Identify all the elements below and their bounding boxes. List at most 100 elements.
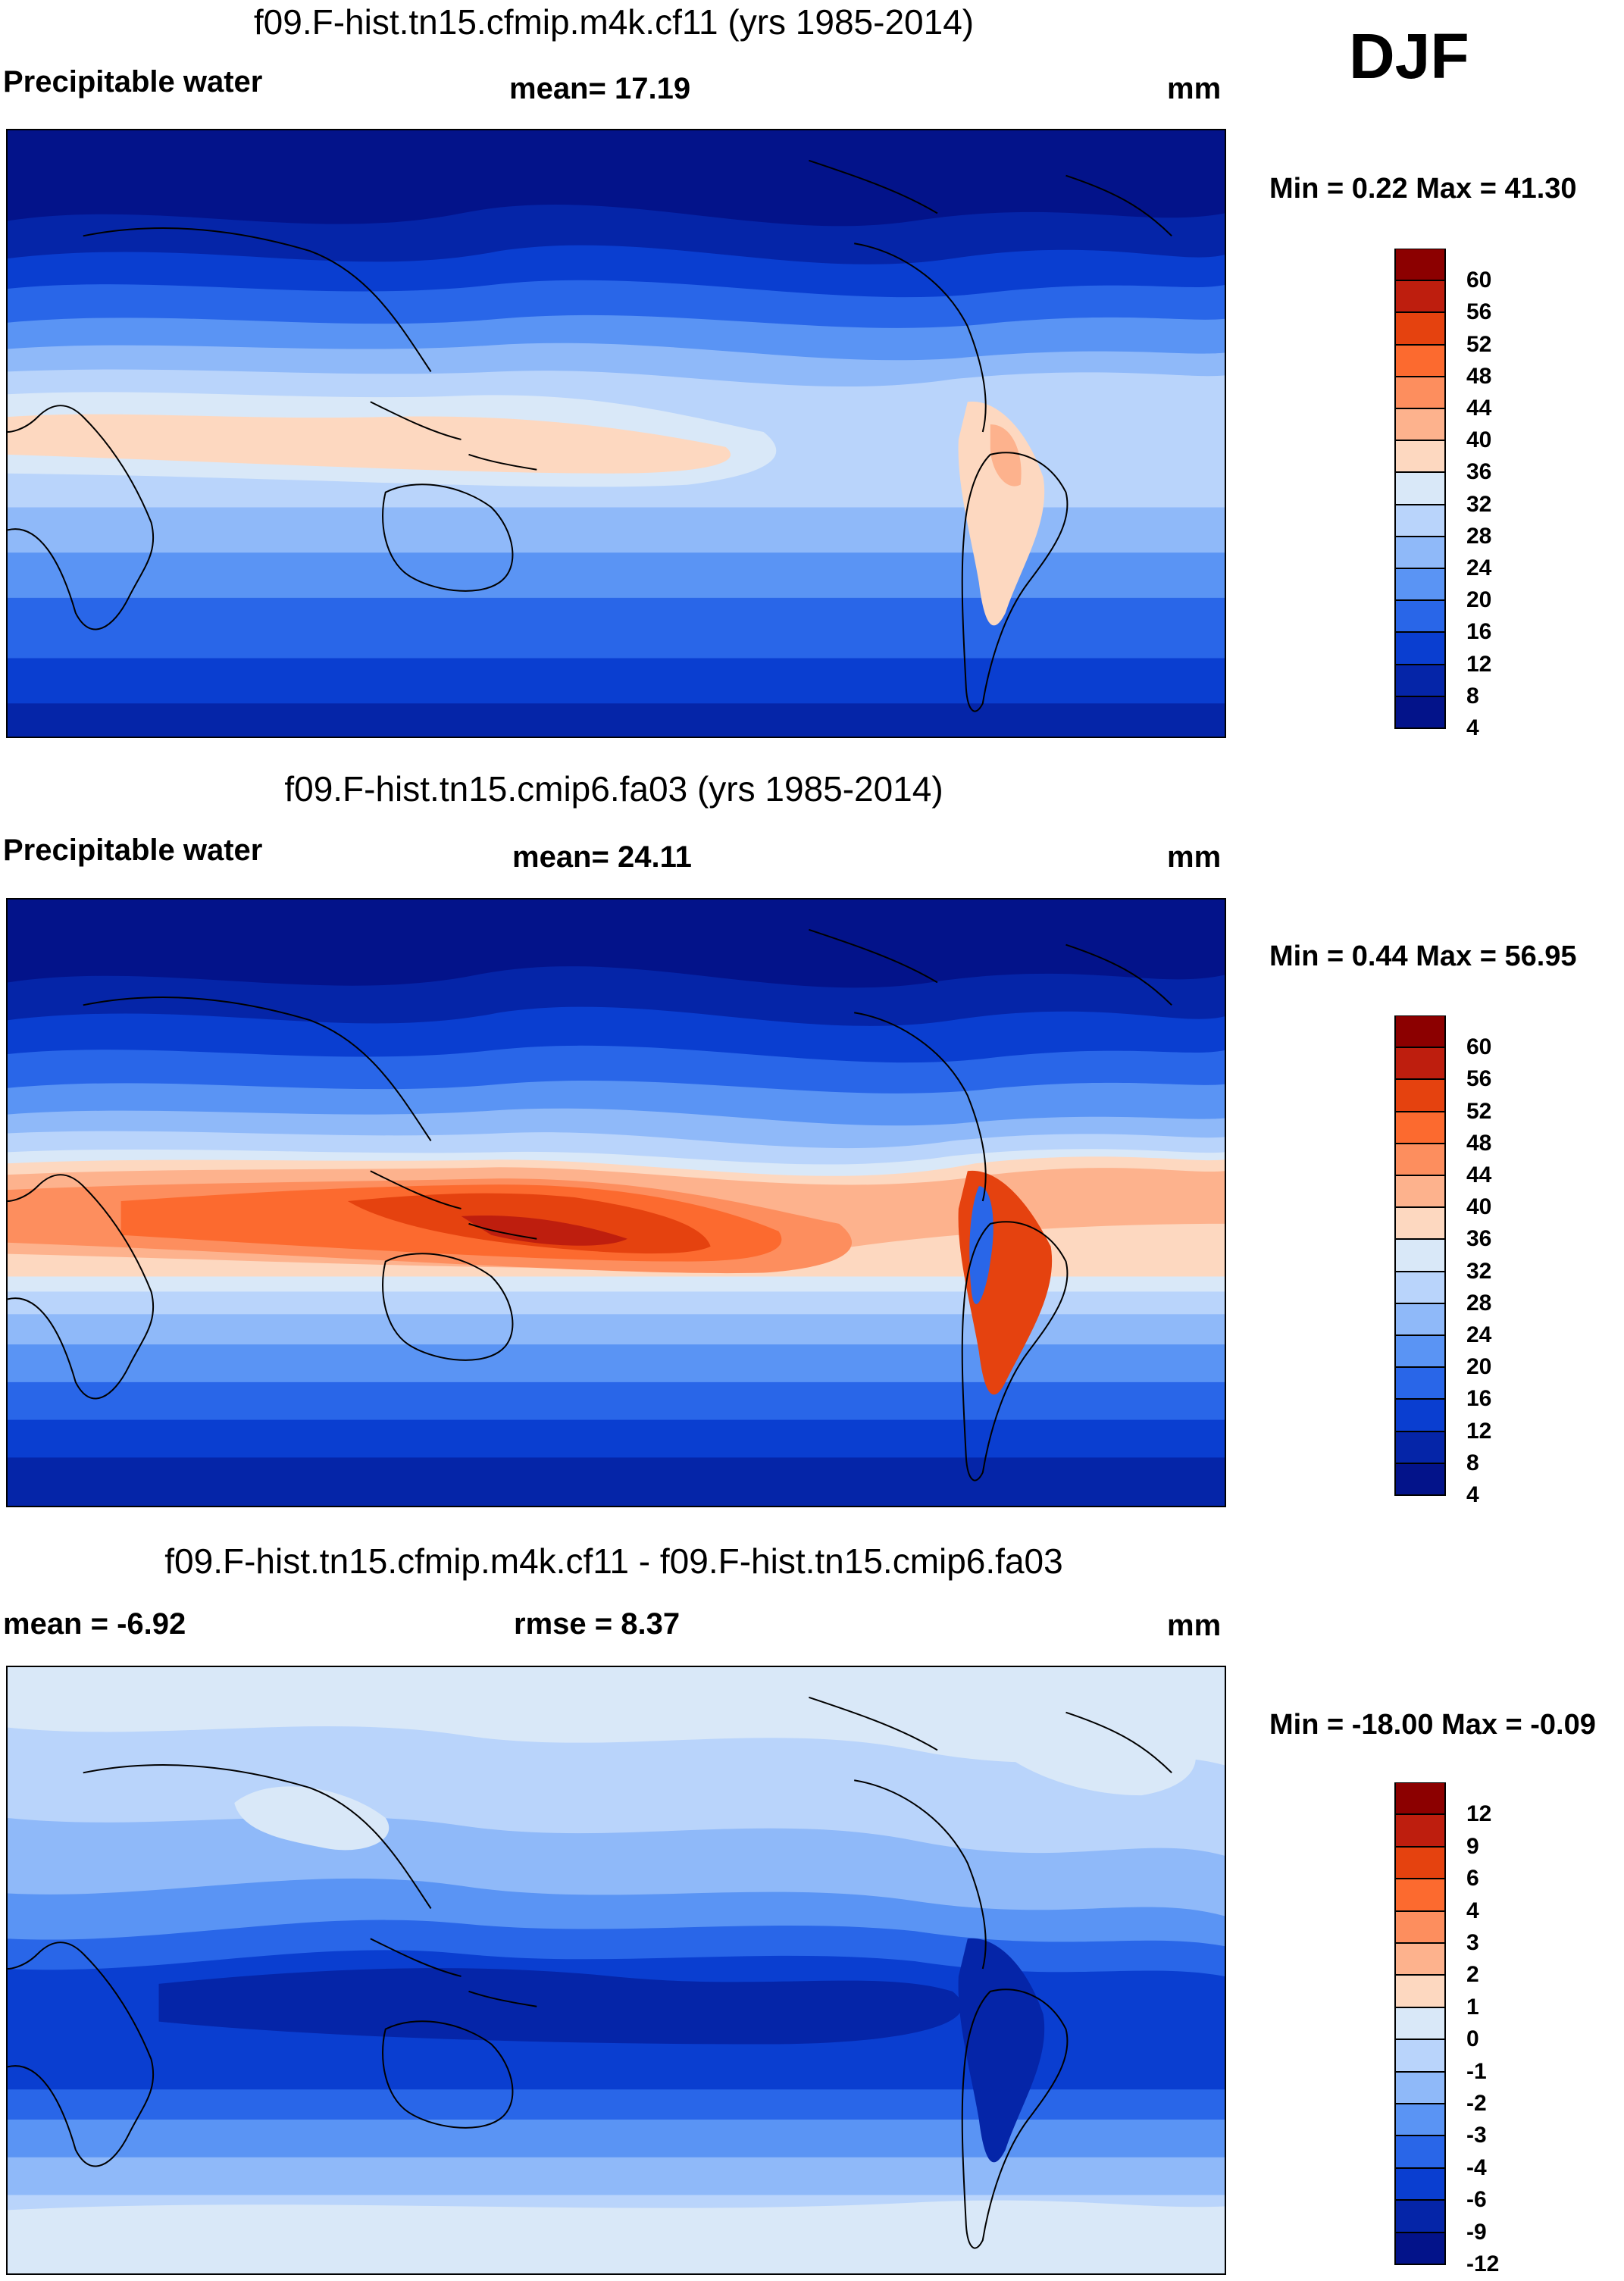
colorbar-swatch — [1394, 2007, 1446, 2041]
colorbar-tick-label: 12 — [1466, 651, 1492, 677]
colorbar-swatch — [1394, 1910, 1446, 1944]
colorbar-swatch — [1394, 312, 1446, 346]
panel-1-title: f09.F-hist.tn15.cfmip.m4k.cf11 (yrs 1985… — [253, 2, 975, 42]
colorbar-tick-label: -4 — [1466, 2154, 1487, 2180]
panel-3-colorbar: 12 9 6 4 3 2 1 0 -1 -2 -3 -4 -6 -9 -12 — [1394, 1782, 1499, 2276]
panel-1-minmax: Min = 0.22 Max = 41.30 — [1269, 173, 1577, 205]
colorbar-swatch — [1394, 1399, 1446, 1432]
panel-2-title: f09.F-hist.tn15.cmip6.fa03 (yrs 1985-201… — [284, 769, 943, 809]
colorbar-tick-label: 8 — [1466, 1450, 1479, 1475]
panel-3-units-label: mm — [1167, 1609, 1222, 1642]
panel-2-map-svg — [8, 900, 1225, 1506]
season-label: DJF — [1349, 20, 1469, 92]
colorbar-swatch — [1394, 1975, 1446, 2008]
colorbar-swatch — [1394, 376, 1446, 409]
panel-2-minmax: Min = 0.44 Max = 56.95 — [1269, 940, 1577, 972]
colorbar-swatch — [1394, 2104, 1446, 2137]
colorbar-swatch — [1394, 600, 1446, 634]
colorbar-tick-label: 20 — [1466, 1354, 1492, 1380]
colorbar-tick-label: 12 — [1466, 1418, 1492, 1444]
colorbar-tick-label: 9 — [1466, 1833, 1479, 1859]
colorbar-tick-label: 8 — [1466, 683, 1479, 709]
colorbar-tick-label: 2 — [1466, 1962, 1479, 1988]
colorbar-swatch — [1394, 1143, 1446, 1176]
colorbar-tick-label: 16 — [1466, 1386, 1492, 1412]
colorbar-swatch — [1394, 1335, 1446, 1369]
panel-1-colorbar: 60 56 52 48 44 40 36 32 28 24 20 16 12 8 4 — [1394, 249, 1491, 740]
colorbar-tick-label: -12 — [1466, 2251, 1500, 2276]
panel-2-mean-label: mean= 24.11 — [512, 840, 692, 874]
colorbar-tick-label: 0 — [1466, 2026, 1479, 2052]
colorbar-swatch — [1394, 1367, 1446, 1400]
colorbar-tick-label: 36 — [1466, 1226, 1492, 1252]
colorbar-tick-label: 4 — [1466, 715, 1479, 740]
colorbar-swatch — [1394, 1047, 1446, 1081]
panel-2-variable-label: Precipitable water — [3, 834, 263, 867]
colorbar-swatch — [1394, 536, 1446, 569]
colorbar-swatch — [1394, 1943, 1446, 1976]
colorbar-swatch — [1394, 664, 1446, 697]
colorbar-tick-label: 12 — [1466, 1801, 1492, 1827]
panel-1-variable-label: Precipitable water — [3, 65, 263, 99]
colorbar-swatch — [1394, 1814, 1446, 1848]
panel-3-mean-label: mean = -6.92 — [3, 1607, 186, 1641]
colorbar-swatch — [1394, 280, 1446, 314]
colorbar-tick-label: -9 — [1466, 2219, 1487, 2245]
colorbar-tick-label: 52 — [1466, 1098, 1492, 1124]
colorbar-swatch — [1394, 249, 1446, 282]
panel-3-rmse-label: rmse = 8.37 — [514, 1607, 681, 1641]
colorbar-swatch — [1394, 2232, 1446, 2265]
colorbar-tick-label: -3 — [1466, 2123, 1487, 2148]
colorbar-tick-label: 16 — [1466, 619, 1492, 645]
colorbar-swatch — [1394, 504, 1446, 537]
colorbar-tick-label: 24 — [1466, 555, 1492, 580]
colorbar-tick-label: 56 — [1466, 1066, 1492, 1092]
colorbar-tick-label: 24 — [1466, 1322, 1492, 1347]
colorbar-swatch — [1394, 440, 1446, 474]
colorbar-tick-label: 56 — [1466, 299, 1492, 325]
colorbar-swatch — [1394, 472, 1446, 505]
colorbar-tick-label: 48 — [1466, 1130, 1492, 1156]
panel-2-colorbar: 60 56 52 48 44 40 36 32 28 24 20 16 12 8 4 — [1394, 1015, 1491, 1507]
panel-2-units-label: mm — [1167, 840, 1222, 874]
colorbar-tick-label: 40 — [1466, 427, 1492, 453]
colorbar-swatch — [1394, 1207, 1446, 1241]
panel-3-map-svg — [8, 1667, 1225, 2273]
colorbar-swatch — [1394, 408, 1446, 442]
colorbar-swatch — [1394, 696, 1446, 729]
colorbar-tick-label: 44 — [1466, 1162, 1492, 1187]
colorbar-swatch — [1394, 1239, 1446, 1272]
panel-1-units-label: mm — [1167, 72, 1222, 105]
colorbar-swatch — [1394, 2200, 1446, 2233]
colorbar-swatch — [1394, 1846, 1446, 1880]
panel-2-map — [6, 898, 1226, 1507]
colorbar-swatch — [1394, 2071, 1446, 2104]
colorbar-swatch — [1394, 632, 1446, 665]
colorbar-tick-label: 60 — [1466, 268, 1492, 293]
panel-3-minmax: Min = -18.00 Max = -0.09 — [1269, 1709, 1596, 1741]
colorbar-tick-label: 52 — [1466, 331, 1492, 357]
colorbar-tick-label: 32 — [1466, 1258, 1492, 1284]
panel-3-title: f09.F-hist.tn15.cfmip.m4k.cf11 - f09.F-h… — [164, 1541, 1063, 1581]
colorbar-tick-label: 40 — [1466, 1194, 1492, 1220]
colorbar-tick-label: 6 — [1466, 1866, 1479, 1891]
colorbar-tick-label: 4 — [1466, 1482, 1479, 1507]
colorbar-swatch — [1394, 1463, 1446, 1496]
colorbar-tick-label: -1 — [1466, 2058, 1487, 2084]
colorbar-swatch — [1394, 1431, 1446, 1464]
colorbar-swatch — [1394, 2167, 1446, 2201]
colorbar-swatch — [1394, 1175, 1446, 1209]
colorbar-swatch — [1394, 2039, 1446, 2073]
colorbar-tick-label: -6 — [1466, 2187, 1487, 2213]
colorbar-swatch — [1394, 1079, 1446, 1112]
colorbar-swatch — [1394, 2136, 1446, 2169]
colorbar-swatch — [1394, 344, 1446, 377]
colorbar-tick-label: 3 — [1466, 1930, 1479, 1955]
colorbar-tick-label: 28 — [1466, 1290, 1492, 1316]
colorbar-tick-label: 44 — [1466, 396, 1492, 421]
colorbar-swatch — [1394, 568, 1446, 602]
colorbar-tick-label: 32 — [1466, 491, 1492, 517]
panel-1-map — [6, 129, 1226, 738]
colorbar-swatch — [1394, 1879, 1446, 1912]
colorbar-tick-label: 36 — [1466, 459, 1492, 485]
